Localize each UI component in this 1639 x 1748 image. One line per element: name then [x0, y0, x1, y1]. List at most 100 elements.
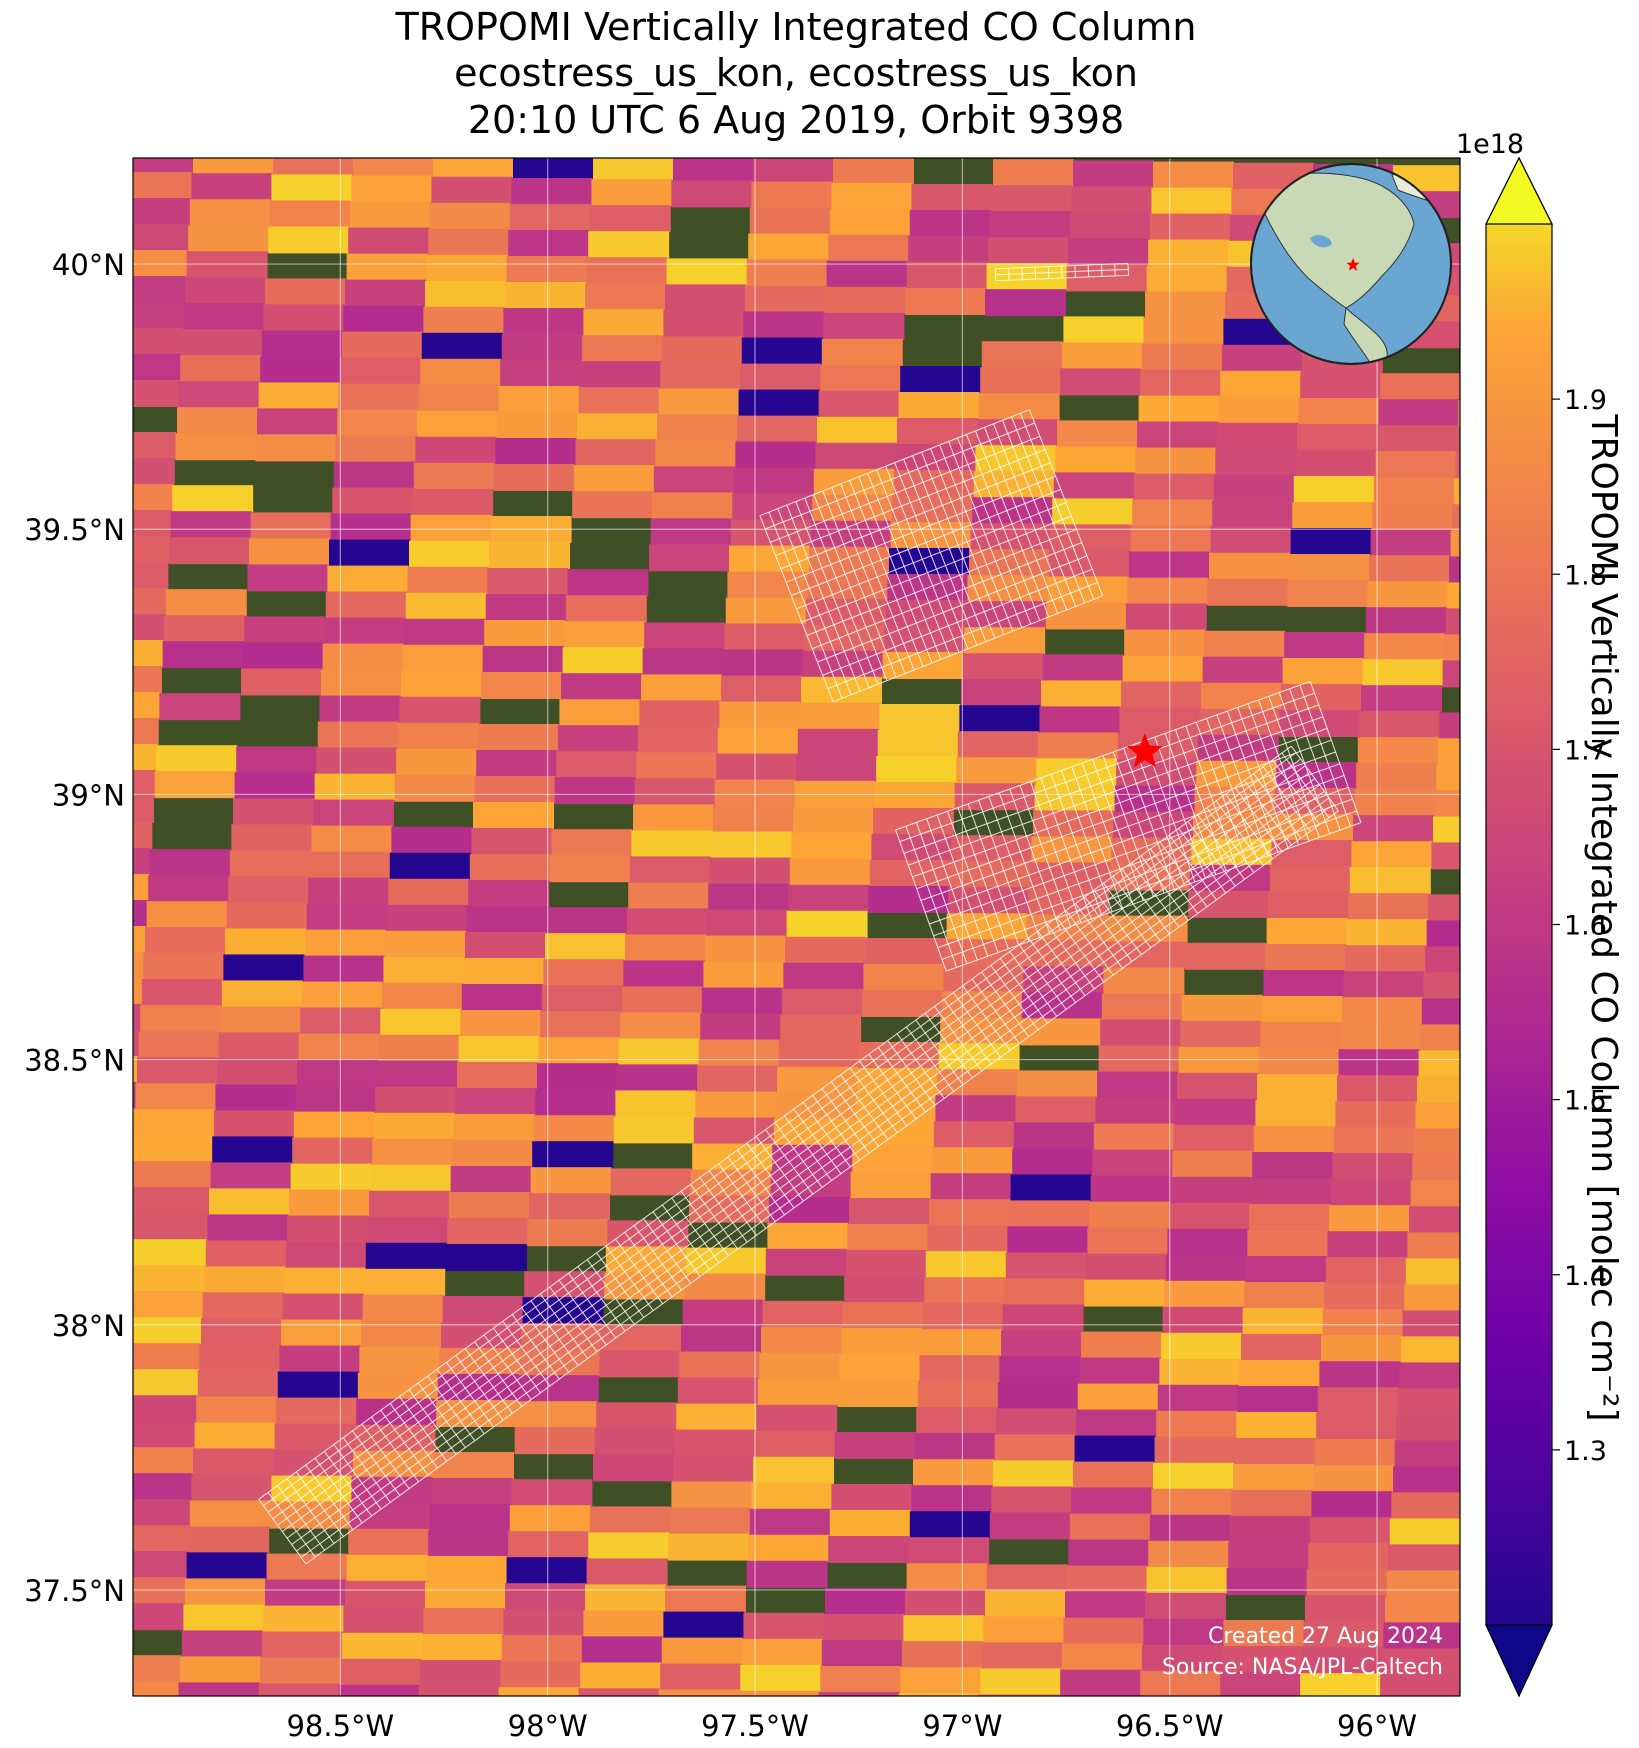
co-pixel	[52, 1134, 133, 1161]
co-pixel	[1145, 292, 1226, 319]
co-pixel	[1243, 1308, 1324, 1335]
co-pixel	[1342, 997, 1423, 1024]
co-pixel	[182, 329, 263, 356]
co-pixel	[1132, 500, 1213, 527]
co-pixel	[611, 1168, 692, 1195]
co-pixel	[649, 544, 730, 571]
co-pixel	[1065, 1592, 1146, 1619]
co-pixel	[459, 1036, 540, 1063]
co-pixel	[1359, 711, 1440, 738]
co-pixel	[467, 906, 548, 933]
co-pixel	[500, 360, 581, 387]
co-pixel	[345, 1581, 426, 1608]
co-pixel	[793, 807, 874, 834]
co-pixel	[1396, 1414, 1477, 1441]
co-pixel	[414, 463, 495, 490]
co-pixel	[1067, 1566, 1148, 1593]
co-pixel	[723, 650, 804, 677]
co-pixel	[1204, 631, 1285, 658]
lat-tick-label: 40°N	[52, 248, 125, 282]
co-pixel	[443, 1296, 524, 1323]
co-pixel	[1123, 656, 1204, 683]
co-pixel	[534, 1115, 615, 1142]
co-pixel	[753, 156, 834, 183]
co-pixel	[1046, 602, 1127, 629]
co-pixel	[1177, 1073, 1258, 1100]
co-pixel	[1233, 1464, 1314, 1491]
co-pixel	[745, 286, 826, 313]
co-pixel	[1222, 345, 1303, 372]
co-pixel	[735, 1743, 816, 1748]
lon-tick-label: 97.5°W	[701, 1709, 809, 1743]
co-pixel	[667, 258, 748, 285]
co-pixel	[307, 904, 388, 931]
co-pixel	[259, 1684, 340, 1711]
co-pixel	[1214, 475, 1295, 502]
co-pixel	[119, 1343, 200, 1370]
co-pixel	[1358, 737, 1439, 764]
co-pixel	[964, 627, 1045, 654]
co-pixel	[995, 1434, 1076, 1461]
co-pixel	[111, 1473, 192, 1500]
co-pixel	[31, 1472, 112, 1499]
co-pixel	[654, 466, 735, 493]
co-pixel	[908, 1537, 989, 1564]
map-panel[interactable]: Created 27 Aug 2024 Source: NASA/JPL-Cal…	[12, 146, 1554, 1748]
co-pixel	[897, 418, 978, 445]
co-pixel	[635, 778, 716, 805]
co-pixel	[123, 1291, 204, 1318]
co-pixel	[924, 1277, 1005, 1304]
co-pixel	[583, 309, 664, 336]
co-pixel	[900, 1667, 981, 1694]
co-pixel	[183, 1604, 264, 1631]
co-pixel	[982, 341, 1063, 368]
co-pixel	[1057, 420, 1138, 447]
co-pixel	[412, 489, 493, 516]
co-pixel	[1393, 1466, 1474, 1493]
co-pixel	[1406, 1258, 1487, 1285]
co-pixel	[33, 1446, 114, 1473]
co-pixel	[1324, 1283, 1405, 1310]
co-pixel	[76, 744, 157, 771]
co-pixel	[1156, 1411, 1237, 1438]
co-pixel	[108, 1525, 189, 1552]
co-pixel	[415, 1738, 496, 1748]
co-pixel	[452, 1140, 533, 1167]
co-pixel	[1171, 1177, 1252, 1204]
co-pixel	[987, 1564, 1068, 1591]
co-pixel	[855, 1094, 936, 1121]
co-pixel	[182, 1630, 263, 1657]
co-pixel	[291, 1164, 372, 1191]
co-pixel	[588, 231, 669, 258]
co-pixel	[1217, 423, 1298, 450]
co-pixel	[831, 1484, 912, 1511]
co-pixel	[923, 1303, 1004, 1330]
co-pixel	[577, 413, 658, 440]
co-pixel	[276, 1398, 357, 1425]
co-pixel	[193, 147, 274, 174]
co-pixel	[497, 412, 578, 439]
co-pixel	[931, 1173, 1012, 1200]
co-pixel	[126, 1239, 207, 1266]
co-pixel	[1119, 708, 1200, 735]
co-pixel	[825, 287, 906, 314]
co-pixel	[99, 1681, 180, 1708]
co-pixel	[727, 572, 808, 599]
co-pixel	[587, 1558, 668, 1585]
co-pixel	[1321, 1335, 1402, 1362]
co-pixel	[1073, 160, 1154, 187]
co-pixel	[916, 1407, 997, 1434]
co-pixel	[273, 1450, 354, 1477]
co-pixel	[100, 354, 181, 381]
title-line-2: ecostress_us_kon, ecostress_us_kon	[454, 51, 1138, 95]
co-pixel	[740, 1665, 821, 1692]
co-pixel	[191, 173, 272, 200]
colorbar: 1.31.41.51.61.71.81.9 1e18 TROPOMI Verti…	[1456, 129, 1624, 1696]
co-pixel	[619, 1038, 700, 1065]
co-pixel	[676, 1404, 757, 1431]
co-pixel	[316, 748, 397, 775]
co-pixel	[324, 618, 405, 645]
co-pixel	[1001, 1330, 1082, 1357]
co-pixel	[1030, 862, 1111, 889]
co-pixel	[379, 1035, 460, 1062]
